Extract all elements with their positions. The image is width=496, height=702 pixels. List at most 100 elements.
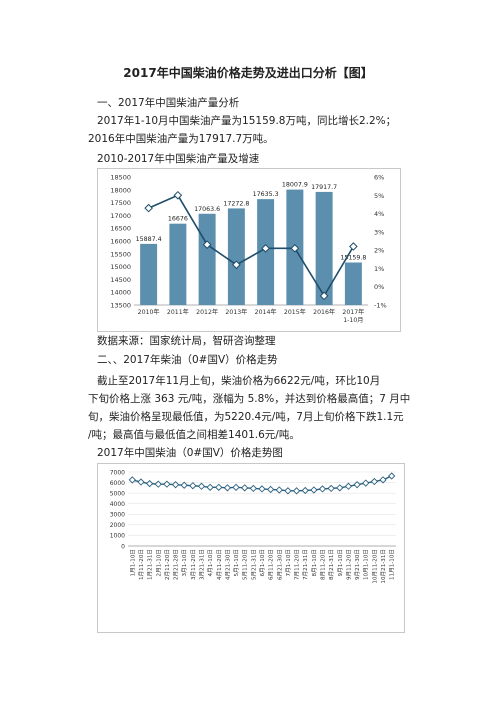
x-tick-label: 2016年 bbox=[313, 308, 335, 316]
x-tick-label: 11月1-10日 bbox=[389, 549, 396, 580]
chart1-caption: 2010-2017年中国柴油产量及增速 bbox=[97, 153, 260, 165]
x-tick-label: 10月21-31日 bbox=[380, 549, 387, 584]
y-tick-label: 17500 bbox=[110, 199, 131, 207]
y-tick-label: 14500 bbox=[110, 276, 131, 284]
price-point bbox=[388, 472, 396, 480]
x-tick-label: 9月11-20日 bbox=[345, 549, 352, 580]
x-tick-label: 2月1-10日 bbox=[155, 549, 162, 576]
x-tick-label: 4月21-30日 bbox=[224, 549, 231, 580]
y-tick-label: 5000 bbox=[110, 490, 125, 497]
x-tick-label: 6月1-10日 bbox=[259, 549, 266, 576]
y2-tick-label: 2% bbox=[374, 247, 384, 255]
section2-heading: 二、、2017年柴油（0#国Ⅴ）价格走势 bbox=[97, 354, 278, 366]
x-tick-label: 2013年 bbox=[225, 308, 247, 316]
y-tick-label: 15500 bbox=[110, 250, 131, 258]
y-tick-label: 18000 bbox=[110, 186, 131, 194]
y-tick-label: 2000 bbox=[110, 522, 125, 529]
price-point bbox=[310, 486, 318, 494]
price-point bbox=[128, 476, 136, 484]
y2-tick-label: 4% bbox=[374, 210, 384, 218]
growth-point bbox=[232, 260, 241, 270]
growth-point bbox=[290, 244, 300, 253]
x-tick-label: 10月1-10日 bbox=[363, 549, 370, 580]
price-point bbox=[241, 484, 249, 492]
bar-data-label: 15159.8 bbox=[340, 255, 366, 262]
price-point bbox=[327, 484, 335, 493]
chart2-caption: 2017年中国柴油（0#国Ⅴ）价格走势图 bbox=[97, 447, 283, 459]
x-tick-label: 9月1-10日 bbox=[337, 549, 344, 576]
x-tick-label: 2010年 bbox=[138, 308, 160, 316]
x-tick-label: 6月21-30日 bbox=[276, 549, 283, 580]
x-tick-label: 2011年 bbox=[167, 308, 189, 316]
y2-tick-label: 6% bbox=[374, 174, 384, 182]
price-point bbox=[284, 487, 292, 495]
section1-paragraph-line1: 2017年1-10月中国柴油产量为15159.8万吨，同比增长2.2%； bbox=[97, 115, 397, 127]
growth-point bbox=[173, 190, 183, 200]
y-tick-label: 1000 bbox=[110, 533, 125, 540]
x-tick-label: 7月21-31日 bbox=[302, 549, 309, 580]
price-point bbox=[215, 483, 223, 491]
section2-paragraph-line1: 截止至2017年11月上旬，柴油价格为6622元/吨，环比10月 bbox=[97, 375, 381, 387]
x-tick-label: 1月1-10日 bbox=[129, 549, 136, 576]
x-tick-label: 2015年 bbox=[284, 308, 306, 316]
y-tick-label: 7000 bbox=[110, 469, 125, 476]
x-tick-label: 3月1-10日 bbox=[181, 549, 188, 576]
y2-tick-label: 1% bbox=[374, 265, 384, 273]
growth-line bbox=[148, 194, 355, 298]
price-point bbox=[301, 486, 309, 495]
bar bbox=[227, 208, 245, 305]
price-point bbox=[171, 481, 180, 489]
price-point bbox=[223, 484, 232, 492]
bar-data-label: 17272.8 bbox=[223, 200, 249, 207]
section2-paragraph-line3: 旬，柴油价格呈现最低值，为5220.4元/吨，7月上旬价格下跌1.1元 bbox=[88, 411, 404, 423]
x-tick-label: 5月1-10日 bbox=[233, 549, 240, 576]
x-tick-label: 8月11-20日 bbox=[320, 549, 327, 580]
price-point bbox=[206, 483, 214, 491]
price-chart-svg: 7000 6000 5000 4000 3000 2000 1000 0 1月1-10日 1月11… bbox=[110, 469, 396, 584]
bar bbox=[169, 223, 187, 305]
y-tick-label: 14000 bbox=[110, 289, 131, 297]
section2-paragraph-line4: /吨；最高值与最低值之间相差1401.6元/吨。 bbox=[88, 429, 300, 441]
price-point bbox=[258, 485, 266, 493]
y-tick-label: 0 bbox=[121, 543, 125, 550]
x-tick-label: 2017年 bbox=[342, 308, 364, 316]
y-tick-label: 16000 bbox=[110, 238, 131, 246]
price-point bbox=[292, 487, 301, 495]
bar bbox=[198, 213, 216, 305]
x-tick-label: 5月11-20日 bbox=[242, 549, 249, 580]
price-point bbox=[344, 482, 353, 490]
x-tick-label: 8月21-31日 bbox=[328, 549, 335, 580]
bar-data-label: 17635.3 bbox=[253, 191, 279, 198]
price-point bbox=[154, 480, 162, 488]
x-tick-label: 10月11-20日 bbox=[371, 549, 378, 584]
growth-point bbox=[261, 244, 270, 253]
price-point bbox=[267, 485, 275, 494]
y2-tick-label: 5% bbox=[374, 192, 384, 200]
bar bbox=[315, 191, 333, 305]
x-tick-label: 2月11-20日 bbox=[164, 549, 171, 580]
x-tick-label: 2012年 bbox=[196, 308, 218, 316]
x-tick-label: 9月21-30日 bbox=[354, 549, 361, 580]
x-tick-label: 5月21-31日 bbox=[250, 549, 257, 580]
section2-paragraph-line2: 下旬价格上涨 363 元/吨，涨幅为 5.8%，并达到价格最高值；7 月中 bbox=[88, 393, 411, 405]
y-tick-label: 15000 bbox=[110, 263, 131, 271]
y2-tick-label: 3% bbox=[374, 228, 384, 236]
price-point bbox=[353, 481, 361, 489]
price-point bbox=[189, 482, 197, 490]
growth-point bbox=[202, 240, 212, 249]
page-title: 2017年中国柴油价格走势及进出口分析【图】 bbox=[123, 66, 373, 80]
x-tick-label: 4月1-10日 bbox=[207, 549, 214, 576]
data-source: 数据来源：国家统计局，智研咨询整理 bbox=[97, 335, 276, 347]
price-point bbox=[318, 485, 327, 493]
section1-paragraph-line2: 2016年中国柴油产量为17917.7万吨。 bbox=[88, 133, 274, 145]
price-point bbox=[379, 476, 387, 484]
growth-point bbox=[349, 242, 358, 251]
x-tick-label: 3月21-31日 bbox=[198, 549, 205, 580]
y-tick-label: 18500 bbox=[110, 174, 131, 182]
y-tick-label: 13500 bbox=[110, 302, 131, 310]
bar-data-label: 18007.9 bbox=[282, 182, 308, 189]
bar bbox=[140, 243, 158, 305]
x-tick-label: 7月1-10日 bbox=[285, 549, 292, 576]
price-point bbox=[145, 479, 154, 488]
price-point bbox=[163, 480, 171, 488]
